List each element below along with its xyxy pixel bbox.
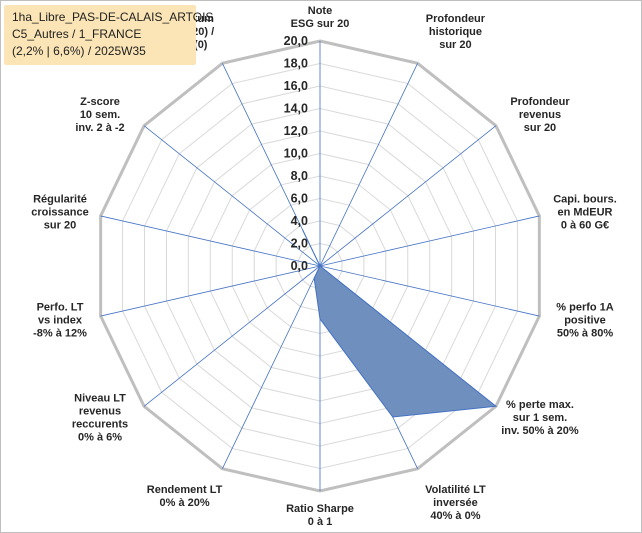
tick-label: 4,0 (291, 214, 308, 228)
axis-labels: Note ESG sur 20 Profondeur historique sur 20… (31, 5, 617, 528)
axis-label: Rendement LT 0% à 20% (147, 484, 223, 509)
tick-label: 12,0 (284, 124, 308, 138)
tick-label: 0,0 (291, 259, 308, 273)
axis-label: Régularité croissance sur 20 (31, 193, 88, 231)
tick-label: 8,0 (291, 169, 308, 183)
axis-spoke (100, 215, 321, 267)
title-line-1: 1ha_Libre_PAS-DE-CALAIS_ARTOIS (12, 10, 214, 24)
title-line-2: C5_Autres / 1_FRANCE (12, 27, 142, 41)
axis-label: Profondeur revenus sur 20 (510, 96, 570, 134)
tick-label: 20,0 (284, 34, 308, 48)
tick-label: 16,0 (284, 79, 308, 93)
axis-label: Perfo. LT vs index -8% à 12% (33, 302, 87, 340)
tick-label: 2,0 (291, 237, 308, 251)
axis-label: % perfo 1A positive 50% à 80% (556, 302, 614, 340)
title-box: 1ha_Libre_PAS-DE-CALAIS_ARTOIS C5_Autres… (4, 5, 213, 65)
axis-spoke (143, 265, 321, 407)
tick-label: 18,0 (284, 57, 308, 71)
axis-label: % perte max. sur 1 sem. inv. 50% à 20% (501, 399, 579, 437)
axis-spoke (143, 125, 321, 267)
tick-label: 6,0 (291, 192, 308, 206)
axis-label: Niveau LT revenus reccurents 0% à 6% (72, 393, 128, 444)
axis-spoke (222, 265, 321, 469)
axis-label: Volatilité LT inversée 40% à 0% (425, 484, 486, 522)
tick-label: 14,0 (284, 102, 308, 116)
radar-series (301, 229, 498, 418)
radial-tick-labels: 0,0 2,0 4,0 6,0 8,0 10,0 12,0 14,0 16,0 18,0 20,0 (284, 34, 308, 273)
axis-label: Z-score 10 sem. inv. 2 à -2 (75, 96, 124, 134)
axis-label: Ratio Sharpe 0 à 1 (286, 503, 354, 528)
axis-spoke (100, 265, 321, 317)
axis-spoke (319, 215, 540, 267)
axis-label: Profondeur historique sur 20 (426, 13, 486, 51)
axis-spoke (319, 265, 540, 317)
axis-spoke (319, 63, 418, 267)
tick-label: 10,0 (284, 147, 308, 161)
title-line-3: (2,2% | 6,6%) / 2025W35 (12, 44, 146, 58)
axis-label: Note ESG sur 20 (291, 5, 350, 30)
axis-label: Capi. bours. en MdEUR 0 à 60 G€ (553, 193, 617, 231)
axis-spoke (319, 125, 497, 267)
series-area (301, 229, 498, 418)
